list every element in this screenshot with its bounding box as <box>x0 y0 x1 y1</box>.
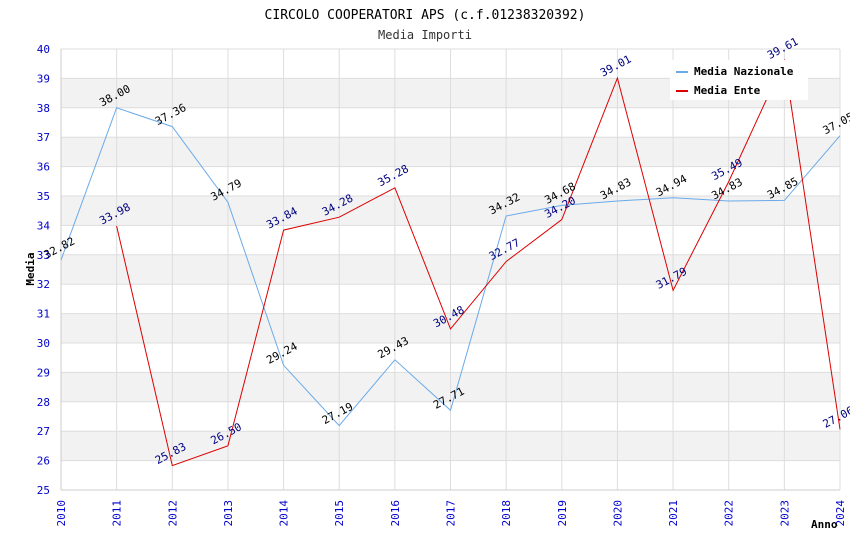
x-tick-label: 2015 <box>333 500 346 527</box>
series-line-media-ente <box>116 58 841 467</box>
x-tick-label: 2018 <box>500 500 513 527</box>
y-tick-label: 25 <box>37 484 50 497</box>
y-tick-label: 28 <box>37 396 50 409</box>
y-tick-label: 39 <box>37 72 50 85</box>
x-tick-label: 2020 <box>611 500 624 527</box>
y-tick-label: 33 <box>37 249 50 262</box>
y-axis-label: Media <box>24 252 37 285</box>
data-label-ente: 39.01 <box>598 52 633 79</box>
y-tick-label: 26 <box>37 455 50 468</box>
chart-title: CIRCOLO COOPERATORI APS (c.f.01238320392… <box>265 8 586 23</box>
x-tick-label: 2023 <box>778 500 791 527</box>
legend-label-nazionale: Media Nazionale <box>694 65 794 78</box>
y-tick-label: 37 <box>37 131 50 144</box>
y-tick-label: 27 <box>37 425 50 438</box>
y-tick-label: 30 <box>37 337 50 350</box>
x-axis-label: Anno <box>811 518 838 531</box>
y-tick-label: 32 <box>37 278 50 291</box>
data-label-ente: 39.61 <box>765 35 800 62</box>
x-tick-label: 2021 <box>667 500 680 527</box>
chart-subtitle: Media Importi <box>378 28 472 42</box>
y-tick-label: 31 <box>37 308 50 321</box>
data-label-nazionale: 27.19 <box>320 400 355 427</box>
x-tick-label: 2017 <box>445 500 458 527</box>
legend-box <box>670 60 808 100</box>
gridlines <box>60 48 841 491</box>
x-tick-label: 2022 <box>723 500 736 527</box>
x-tick-label: 2013 <box>222 500 235 527</box>
x-tick-label: 2012 <box>166 500 179 527</box>
x-tick-label: 2014 <box>278 500 291 527</box>
y-tick-label: 29 <box>37 366 50 379</box>
data-label-nazionale: 37.05 <box>821 110 850 137</box>
x-tick-label: 2011 <box>111 500 124 527</box>
data-label-ente: 27.06 <box>821 404 850 431</box>
y-tick-label: 38 <box>37 102 50 115</box>
legend: Media Nazionale Media Ente <box>670 60 808 100</box>
y-tick-label: 34 <box>37 219 51 232</box>
series-line-media-nazionale <box>60 107 841 427</box>
legend-label-ente: Media Ente <box>694 84 761 97</box>
series-group <box>60 58 841 467</box>
y-tick-label: 36 <box>37 161 50 174</box>
data-label-nazionale: 34.94 <box>654 172 690 199</box>
x-tick-label: 2024 <box>834 500 847 527</box>
x-axis-ticks: 2010 2011 2012 2013 2014 2015 2016 2017 2018 2019… <box>55 500 847 527</box>
x-tick-label: 2019 <box>556 500 569 527</box>
y-tick-label: 40 <box>37 43 50 56</box>
y-tick-label: 35 <box>37 190 50 203</box>
y-axis-ticks: 25 26 27 28 29 30 31 32 33 34 35 36 37 38 39 40 <box>37 43 51 497</box>
x-tick-label: 2010 <box>55 500 68 527</box>
x-tick-label: 2016 <box>389 500 402 527</box>
data-label-nazionale: 29.24 <box>264 340 300 367</box>
